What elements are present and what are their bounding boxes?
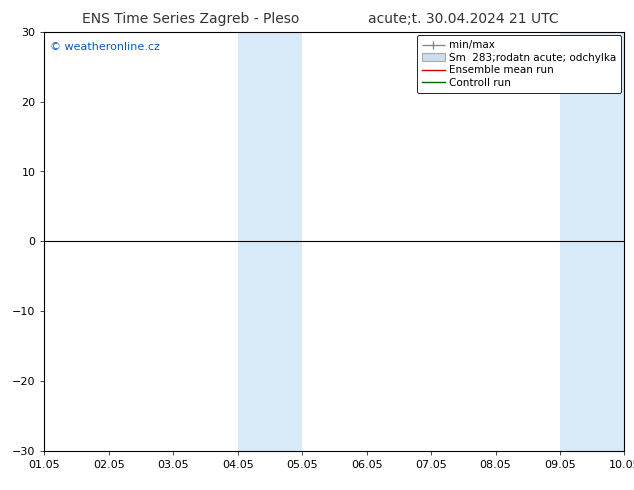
Text: ENS Time Series Zagreb - Pleso: ENS Time Series Zagreb - Pleso — [82, 12, 299, 26]
Bar — [560, 32, 624, 451]
Bar — [238, 32, 302, 451]
Text: © weatheronline.cz: © weatheronline.cz — [50, 42, 160, 52]
Legend: min/max, Sm  283;rodatn acute; odchylka, Ensemble mean run, Controll run: min/max, Sm 283;rodatn acute; odchylka, … — [417, 35, 621, 93]
Text: acute;t. 30.04.2024 21 UTC: acute;t. 30.04.2024 21 UTC — [368, 12, 558, 26]
